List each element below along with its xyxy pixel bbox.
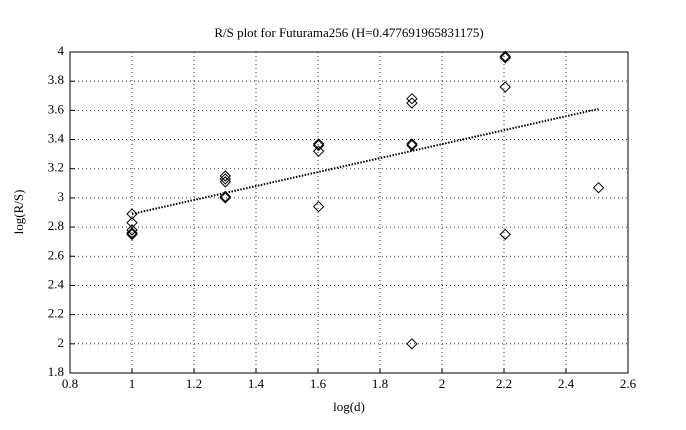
plot-frame bbox=[69, 51, 629, 374]
point bbox=[406, 139, 418, 152]
x-axis-label: log(d) bbox=[333, 399, 365, 414]
point bbox=[406, 97, 418, 109]
x-tick-label: 2.2 bbox=[496, 376, 512, 391]
y-axis-label: log(R/S) bbox=[11, 190, 26, 235]
y-tick-label: 3.6 bbox=[48, 101, 65, 116]
y-tick-label: 2.2 bbox=[48, 306, 64, 321]
x-tick-label: 0.8 bbox=[62, 376, 78, 391]
point bbox=[219, 170, 232, 182]
x-tick-label: 1.6 bbox=[310, 376, 327, 391]
point bbox=[499, 52, 511, 64]
y-tick-label: 3.8 bbox=[48, 72, 64, 87]
y-tick-label: 3.2 bbox=[48, 160, 64, 175]
x-tick-label: 2 bbox=[439, 376, 446, 391]
x-tick-label: 2.4 bbox=[558, 376, 575, 391]
point bbox=[406, 138, 418, 150]
point bbox=[312, 200, 325, 213]
point bbox=[312, 145, 325, 157]
x-tick-label: 1 bbox=[129, 376, 136, 391]
point bbox=[219, 173, 232, 185]
point bbox=[312, 139, 325, 152]
point bbox=[499, 50, 511, 63]
x-tick-label: 1.2 bbox=[186, 376, 202, 391]
y-tick-label: 2.6 bbox=[48, 247, 65, 262]
point bbox=[592, 181, 605, 194]
y-tick-label: 2.8 bbox=[48, 218, 64, 233]
y-tick-label: 2.4 bbox=[48, 276, 65, 291]
point bbox=[219, 192, 232, 204]
point bbox=[126, 228, 138, 241]
point bbox=[499, 81, 511, 93]
chart-title: R/S plot for Futurama256 (H=0.4776919658… bbox=[214, 25, 483, 40]
point bbox=[406, 92, 418, 105]
fit-line bbox=[131, 107, 599, 215]
point bbox=[219, 176, 232, 188]
y-tick-label: 4 bbox=[58, 43, 65, 58]
point bbox=[406, 338, 418, 350]
point bbox=[499, 228, 511, 241]
point bbox=[126, 227, 138, 239]
y-tick-label: 2 bbox=[58, 335, 65, 350]
x-tick-label: 1.4 bbox=[248, 376, 265, 391]
y-tick-label: 1.8 bbox=[48, 364, 64, 379]
point bbox=[312, 138, 325, 150]
point bbox=[219, 190, 232, 203]
y-tick-label: 3.4 bbox=[48, 131, 65, 146]
x-tick-label: 2.6 bbox=[620, 376, 637, 391]
y-tick-label: 3 bbox=[58, 189, 65, 204]
point bbox=[126, 224, 138, 236]
x-tick-label: 1.8 bbox=[372, 376, 388, 391]
